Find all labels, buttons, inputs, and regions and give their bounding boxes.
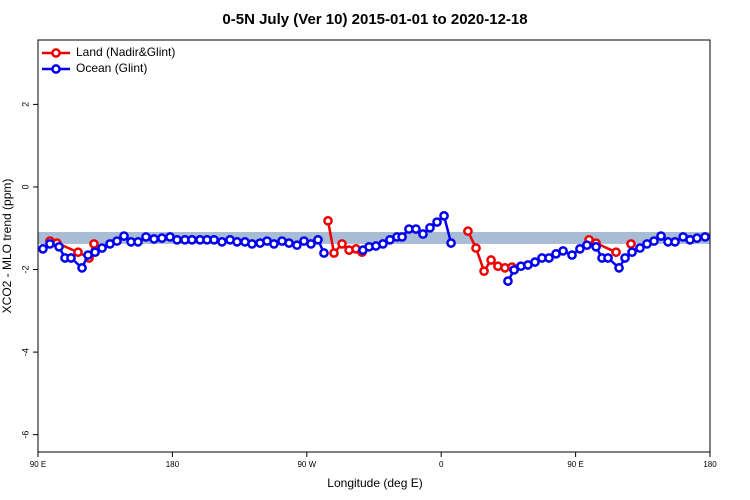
legend-label: Ocean (Glint) bbox=[76, 61, 147, 75]
legend-marker bbox=[51, 48, 61, 58]
data-point bbox=[89, 239, 99, 249]
data-point bbox=[247, 239, 257, 249]
data-point bbox=[567, 250, 577, 260]
data-point bbox=[425, 222, 435, 233]
x-tick-label: 90 E bbox=[30, 460, 46, 469]
data-point bbox=[418, 229, 428, 239]
data-point bbox=[614, 263, 624, 273]
data-point bbox=[217, 237, 227, 247]
x-tick-label: 0 bbox=[439, 460, 444, 469]
reference-band bbox=[38, 231, 710, 244]
data-point bbox=[635, 243, 645, 253]
data-point bbox=[626, 239, 636, 249]
data-point bbox=[411, 224, 421, 234]
data-point bbox=[471, 243, 481, 253]
data-point bbox=[544, 253, 554, 263]
data-point bbox=[73, 247, 83, 258]
data-point bbox=[700, 232, 710, 242]
data-point bbox=[329, 248, 339, 258]
data-point bbox=[187, 234, 197, 245]
data-point bbox=[157, 233, 167, 244]
data-point bbox=[323, 215, 333, 226]
data-point bbox=[319, 248, 329, 258]
data-point bbox=[149, 234, 159, 244]
y-tick-label: 0 bbox=[20, 184, 30, 189]
data-point bbox=[591, 241, 601, 252]
data-point bbox=[446, 238, 456, 248]
data-point bbox=[337, 239, 347, 249]
data-point bbox=[38, 244, 48, 254]
x-tick-label: 180 bbox=[703, 460, 717, 469]
data-point bbox=[77, 263, 87, 273]
data-point bbox=[119, 231, 129, 241]
data-point bbox=[112, 236, 122, 246]
data-point bbox=[133, 237, 143, 247]
data-point bbox=[509, 265, 519, 275]
data-point bbox=[486, 255, 496, 265]
y-tick-label: -4 bbox=[20, 348, 30, 356]
data-point bbox=[209, 234, 219, 245]
data-point bbox=[284, 238, 294, 248]
data-point bbox=[397, 232, 407, 242]
y-tick-label: -2 bbox=[20, 266, 30, 274]
data-point bbox=[439, 211, 449, 221]
data-point bbox=[306, 239, 316, 249]
data-point bbox=[232, 237, 242, 247]
data-point bbox=[97, 243, 107, 253]
data-point bbox=[141, 232, 151, 242]
x-tick-label: 90 E bbox=[567, 460, 583, 469]
data-point bbox=[479, 266, 489, 277]
legend-label: Land (Nadir&Glint) bbox=[76, 45, 175, 59]
x-tick-label: 180 bbox=[166, 460, 180, 469]
y-tick-label: -6 bbox=[20, 431, 30, 439]
data-point bbox=[432, 217, 442, 227]
data-point bbox=[503, 276, 513, 286]
data-point bbox=[292, 240, 302, 251]
data-point bbox=[269, 239, 279, 249]
data-point bbox=[530, 257, 540, 267]
data-point bbox=[66, 253, 76, 263]
x-tick-label: 90 W bbox=[297, 460, 316, 469]
y-axis-label: XCO2 - MLO trend (ppm) bbox=[0, 179, 14, 314]
data-point bbox=[575, 244, 585, 254]
data-point bbox=[627, 247, 637, 258]
plot-frame bbox=[37, 39, 711, 453]
legend-marker bbox=[51, 64, 61, 74]
data-point bbox=[649, 236, 659, 246]
data-point bbox=[611, 247, 621, 258]
data-point bbox=[172, 234, 182, 245]
data-point bbox=[558, 246, 568, 256]
chart-title: 0-5N July (Ver 10) 2015-01-01 to 2020-12… bbox=[222, 11, 527, 28]
x-axis-label: Longitude (deg E) bbox=[327, 476, 422, 490]
data-point bbox=[54, 241, 64, 252]
data-point bbox=[620, 253, 630, 263]
data-point bbox=[670, 237, 680, 247]
y-tick-label: 2 bbox=[20, 102, 30, 107]
data-point bbox=[313, 234, 323, 245]
data-point bbox=[45, 239, 55, 249]
data-point bbox=[656, 231, 666, 241]
data-point bbox=[692, 233, 702, 244]
data-point bbox=[90, 247, 100, 258]
data-point bbox=[463, 226, 473, 236]
data-point bbox=[582, 240, 592, 251]
data-point bbox=[378, 239, 388, 249]
data-point bbox=[603, 253, 613, 263]
